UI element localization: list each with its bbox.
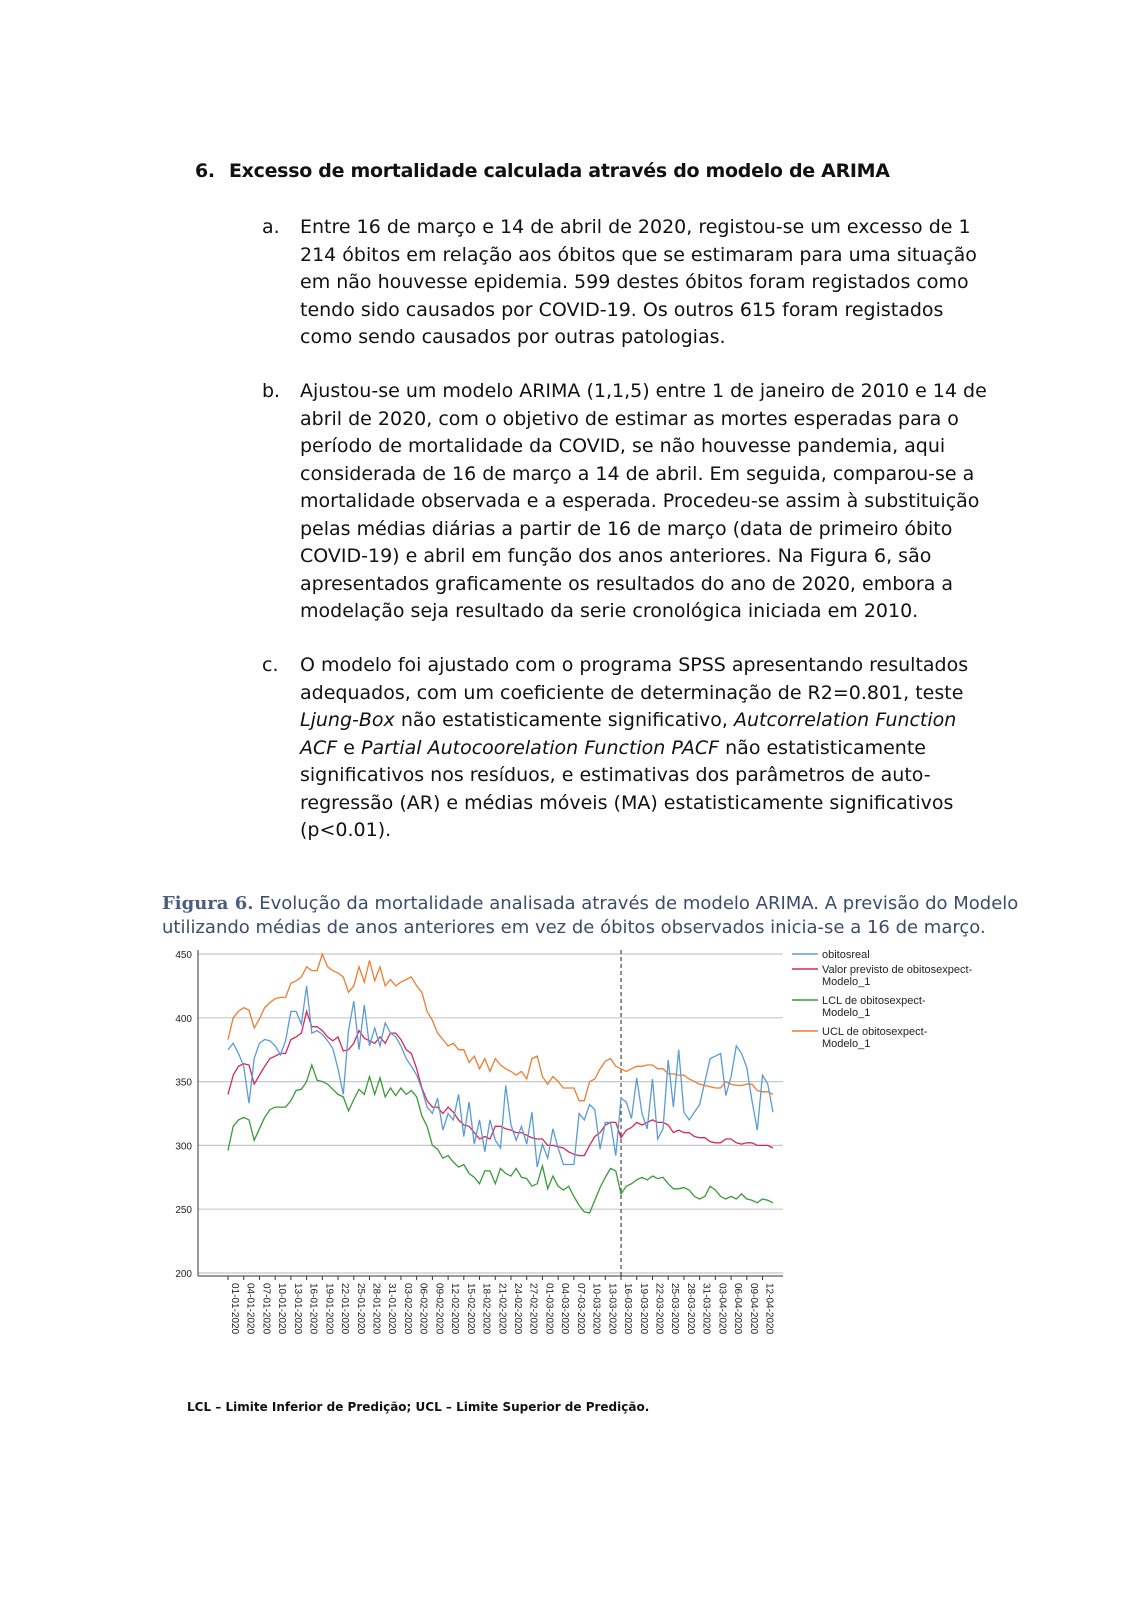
text-line: considerada de 16 de março a 14 de abril… xyxy=(300,462,975,485)
text-line: apresentados graficamente os resultados … xyxy=(300,572,954,595)
y-tick-label: 350 xyxy=(175,1078,192,1089)
text-line: 214 óbitos em relação aos óbitos que se … xyxy=(300,243,977,266)
x-tick-label: 19-01-2020 xyxy=(323,1283,334,1335)
text-line: mortalidade observada e a esperada. Proc… xyxy=(300,490,980,512)
section-number: 6. xyxy=(195,160,215,182)
x-tick-label: 25-03-2020 xyxy=(669,1283,680,1335)
series-line-3 xyxy=(227,952,774,1102)
x-tick-label: 19-03-2020 xyxy=(638,1283,649,1335)
x-tick-label: 27-02-2020 xyxy=(528,1283,539,1335)
x-tick-label: 06-04-2020 xyxy=(732,1283,743,1335)
text-line: em não houvesse epidemia. 599 destes óbi… xyxy=(300,271,969,293)
x-tick-label: 28-01-2020 xyxy=(370,1283,381,1335)
footnote: LCL – Limite Inferior de Predição; UCL –… xyxy=(187,1400,650,1414)
x-tick-label: 31-03-2020 xyxy=(701,1283,712,1335)
text-line: tendo sido causados por COVID-19. Os out… xyxy=(300,298,944,321)
x-tick-label: 22-03-2020 xyxy=(653,1283,664,1335)
text-line: período de mortalidade da COVID, se não … xyxy=(300,435,946,457)
chart-svg: 200 250 300 350 400 450 01-01-2020 04-01-2020 07… xyxy=(175,949,973,1335)
legend-label: obitosreal xyxy=(822,949,870,961)
section-heading: 6. Excesso de mortalidade calculada atrav… xyxy=(195,160,890,182)
text-line: significativos nos resíduos, e estimativ… xyxy=(300,764,931,786)
text-line: pelas médias diárias a partir de 16 de m… xyxy=(300,517,953,540)
x-tick-label: 06-02-2020 xyxy=(418,1283,429,1335)
x-tick-label: 09-04-2020 xyxy=(748,1283,759,1335)
text-line: abril de 2020, com o objetivo de estimar… xyxy=(300,407,959,430)
section-title: Excesso de mortalidade calculada através… xyxy=(229,160,890,182)
text-line: COVID-19) e abril em função dos anos ant… xyxy=(300,545,932,567)
x-tick-label: 10-01-2020 xyxy=(276,1283,287,1335)
text-line: modelação seja resultado da serie cronol… xyxy=(300,600,919,622)
x-tick-label: 07-03-2020 xyxy=(575,1283,586,1335)
x-tick-label: 12-02-2020 xyxy=(449,1283,460,1335)
x-tick-label: 15-02-2020 xyxy=(465,1283,476,1335)
x-tick-label: 22-01-2020 xyxy=(339,1283,350,1335)
legend-label: LCL de obitosexpect-Modelo_1 xyxy=(822,995,926,1019)
text-line: O modelo foi ajustado com o programa SPS… xyxy=(300,654,969,676)
x-tick-label: 24-02-2020 xyxy=(512,1283,523,1335)
mortality-chart: 200 250 300 350 400 450 01-01-2020 04-01-2020 07… xyxy=(160,948,1020,1368)
text-line: ACF e Partial Autocoorelation Function P… xyxy=(300,736,926,759)
text-line: Ajustou-se um modelo ARIMA (1,1,5) entre… xyxy=(300,380,987,402)
caption-line-2: utilizando médias de anos anteriores em … xyxy=(162,917,986,938)
caption-line-1: Evolução da mortalidade analisada atravé… xyxy=(253,893,1019,914)
text-line: como sendo causados por outras patologia… xyxy=(300,326,726,348)
y-tick-label: 250 xyxy=(175,1205,192,1216)
x-tick-label: 16-03-2020 xyxy=(622,1283,633,1335)
text-line: Entre 16 de março e 14 de abril de 2020,… xyxy=(300,216,971,238)
list-marker: c. xyxy=(262,654,279,676)
list-item-text: Entre 16 de março e 14 de abril de 2020,… xyxy=(300,214,980,352)
x-tick-label: 28-03-2020 xyxy=(685,1283,696,1335)
series-line-1 xyxy=(227,1009,774,1157)
figure-label: Figura 6. xyxy=(162,893,254,914)
list-item-text: Ajustou-se um modelo ARIMA (1,1,5) entre… xyxy=(300,378,987,626)
y-tick-label: 450 xyxy=(175,950,192,961)
text-line: adequados, com um coeficiente de determi… xyxy=(300,681,964,704)
y-tick-label: 300 xyxy=(175,1141,192,1152)
x-tick-label: 13-01-2020 xyxy=(292,1283,303,1335)
x-tick-label: 09-02-2020 xyxy=(433,1283,444,1335)
figure-caption: Figura 6. Evolução da mortalidade analis… xyxy=(162,892,1018,940)
x-tick-label: 31-01-2020 xyxy=(386,1283,397,1335)
list-marker: b. xyxy=(262,380,281,402)
y-tick-label: 200 xyxy=(175,1269,192,1280)
x-tick-label: 03-02-2020 xyxy=(402,1283,413,1335)
x-tick-label: 12-04-2020 xyxy=(764,1283,775,1335)
text-line: Ljung-Box não estatisticamente significa… xyxy=(300,709,957,731)
x-tick-label: 04-03-2020 xyxy=(559,1283,570,1335)
series-line-0 xyxy=(227,985,774,1168)
x-tick-label: 10-03-2020 xyxy=(591,1283,602,1335)
series-line-2 xyxy=(227,1062,774,1214)
x-tick-label: 01-03-2020 xyxy=(543,1283,554,1335)
x-tick-label: 21-02-2020 xyxy=(496,1283,507,1335)
legend-label: UCL de obitosexpect-Modelo_1 xyxy=(822,1026,928,1050)
x-tick-label: 07-01-2020 xyxy=(260,1283,271,1335)
x-tick-label: 16-01-2020 xyxy=(308,1283,319,1335)
y-tick-label: 400 xyxy=(175,1014,192,1025)
x-tick-label: 01-01-2020 xyxy=(229,1283,240,1335)
text-line: (p<0.01). xyxy=(300,819,392,841)
x-tick-label: 04-01-2020 xyxy=(245,1283,256,1335)
x-tick-label: 25-01-2020 xyxy=(355,1283,366,1335)
list-item-text: O modelo foi ajustado com o programa SPS… xyxy=(300,652,980,845)
text-line: regressão (AR) e médias móveis (MA) esta… xyxy=(300,791,954,814)
legend-label: Valor previsto de obitosexpect-Modelo_1 xyxy=(822,964,973,988)
list-marker: a. xyxy=(262,216,280,238)
x-tick-label: 03-04-2020 xyxy=(716,1283,727,1335)
x-tick-label: 18-02-2020 xyxy=(481,1283,492,1335)
x-tick-label: 13-03-2020 xyxy=(606,1283,617,1335)
